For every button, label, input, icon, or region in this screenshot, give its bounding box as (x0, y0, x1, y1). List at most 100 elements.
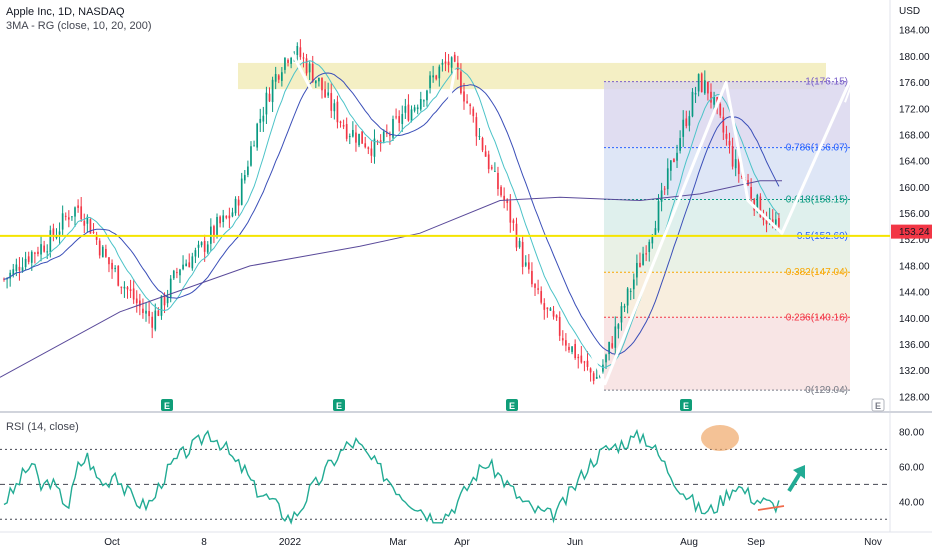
candle-body (348, 136, 351, 138)
candle-body (654, 228, 657, 237)
rsi-tick-label: 80.00 (899, 427, 924, 438)
candle-body (188, 262, 191, 268)
candle-body (30, 251, 33, 263)
candle-body (345, 124, 348, 139)
candle-body (80, 206, 83, 220)
candle-body (728, 140, 731, 146)
candle-body (626, 288, 629, 306)
overbought-highlight[interactable] (701, 425, 739, 451)
candle-body (574, 343, 576, 359)
earnings-marker[interactable]: E (680, 399, 692, 411)
candle-body (3, 278, 5, 280)
candle-body (213, 226, 215, 236)
candle-body (475, 117, 478, 137)
candle-body (629, 290, 632, 292)
earnings-label: E (683, 401, 689, 411)
candle-body (318, 77, 320, 82)
candle-body (71, 216, 73, 218)
earnings-label: E (336, 401, 342, 411)
candle-body (666, 168, 669, 190)
earnings-icon[interactable] (161, 399, 173, 411)
candle-body (336, 101, 339, 123)
candle-body (577, 356, 580, 359)
candle-body (151, 316, 154, 328)
earnings-icon[interactable] (333, 399, 345, 411)
candle-body (703, 80, 706, 94)
price-tick-label: 148.00 (899, 261, 930, 272)
candle-body (521, 241, 524, 267)
candle-body (302, 57, 305, 59)
ma-200-line (0, 180, 782, 378)
candle-body (231, 212, 234, 217)
candle-body (580, 355, 583, 363)
candle-body (602, 364, 604, 372)
candle-body (83, 221, 86, 226)
candle-body (481, 137, 484, 151)
earnings-marker[interactable]: E (871, 398, 885, 412)
candle-body (385, 132, 388, 134)
pattern-line-left[interactable] (290, 52, 457, 229)
candle-body (762, 215, 765, 221)
earnings-icon[interactable] (506, 399, 518, 411)
fib-level-label: 0(129.04) (805, 385, 848, 396)
candle-body (694, 93, 697, 95)
price-tick-label: 176.00 (899, 78, 930, 89)
price-tick-label: 152.00 (899, 235, 930, 246)
candle-body (466, 101, 468, 103)
candle-body (314, 80, 317, 84)
price-tick-label: 180.00 (899, 52, 930, 63)
candle-body (265, 92, 268, 115)
candle-body (95, 234, 98, 240)
candle-body (135, 298, 138, 304)
price-tick-label: 144.00 (899, 288, 930, 299)
time-tick-label: Nov (864, 537, 882, 548)
candle-body (688, 116, 691, 126)
candle-body (191, 256, 194, 269)
earnings-marker[interactable]: E (506, 399, 518, 411)
candle-body (750, 187, 752, 199)
candle-body (277, 75, 280, 80)
candle-body (484, 151, 487, 157)
time-tick-label: 8 (201, 537, 207, 548)
earnings-marker[interactable]: E (333, 399, 345, 411)
candle-body (447, 61, 450, 66)
candle-body (382, 131, 385, 142)
earnings-marker[interactable]: E (161, 399, 173, 411)
divergence-line[interactable] (757, 505, 785, 511)
candle-body (58, 231, 61, 235)
candle-body (617, 324, 620, 329)
rsi-title: RSI (14, close) (6, 421, 79, 433)
candle-body (472, 108, 475, 117)
candle-body (416, 107, 419, 110)
candle-body (543, 303, 546, 310)
candle-body (114, 267, 116, 269)
candle-body (524, 262, 527, 266)
candle-body (253, 145, 255, 147)
candle-body (487, 154, 490, 170)
price-tick-label: 132.00 (899, 366, 930, 377)
earnings-icon[interactable] (680, 399, 692, 411)
candle-body (663, 188, 666, 190)
candle-body (648, 241, 651, 253)
candle-body (281, 72, 283, 81)
candle-body (163, 294, 166, 306)
price-tick-label: 184.00 (899, 26, 930, 37)
time-tick-label: Apr (454, 537, 470, 548)
candle-body (333, 103, 336, 112)
candle-body (660, 190, 663, 202)
price-tick-label: 136.00 (899, 340, 930, 351)
candle-body (490, 167, 493, 169)
axis-currency: USD (899, 6, 920, 17)
candle-body (707, 81, 709, 94)
earnings-icon[interactable] (871, 398, 885, 412)
candle-body (512, 220, 515, 223)
fib-level-label: 0.786(166.07) (786, 143, 848, 154)
candle-body (216, 216, 218, 236)
candle-body (741, 176, 743, 178)
candle-body (453, 54, 456, 62)
candle-body (639, 262, 641, 268)
candle-body (679, 138, 681, 151)
pattern-line-right[interactable] (538, 62, 860, 386)
ma-20-line (3, 72, 780, 355)
